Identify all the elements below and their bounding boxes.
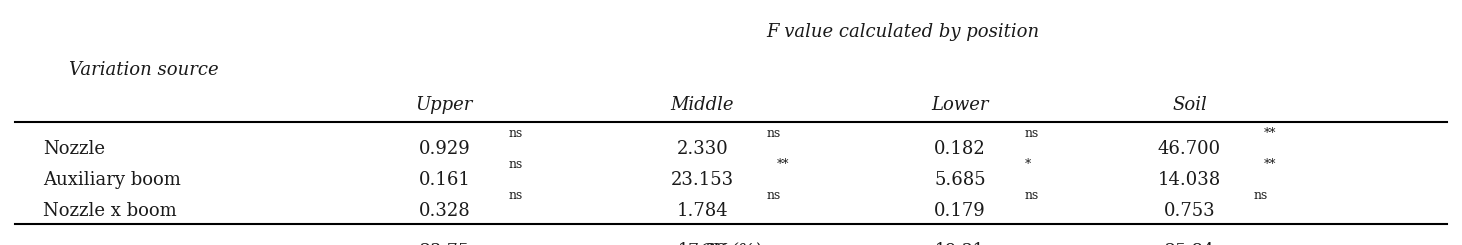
Text: F value calculated by position: F value calculated by position: [766, 23, 1039, 41]
Text: ns: ns: [1025, 189, 1039, 202]
Text: ns: ns: [509, 127, 523, 140]
Text: **: **: [776, 158, 789, 171]
Text: Upper: Upper: [415, 96, 474, 114]
Text: Auxiliary boom: Auxiliary boom: [44, 171, 181, 189]
Text: 0.161: 0.161: [418, 171, 471, 189]
Text: ns: ns: [1254, 189, 1268, 202]
Text: 46.700: 46.700: [1158, 140, 1221, 158]
Text: ns: ns: [509, 158, 523, 171]
Text: ns: ns: [509, 189, 523, 202]
Text: CV (%): CV (%): [700, 242, 762, 245]
Text: Variation source: Variation source: [69, 61, 218, 79]
Text: 23.75: 23.75: [420, 242, 469, 245]
Text: *: *: [1025, 158, 1031, 171]
Text: 5.685: 5.685: [934, 171, 985, 189]
Text: 25.84: 25.84: [1165, 242, 1215, 245]
Text: 2.330: 2.330: [677, 140, 728, 158]
Text: Middle: Middle: [671, 96, 734, 114]
Text: **: **: [1265, 158, 1276, 171]
Text: 0.182: 0.182: [934, 140, 985, 158]
Text: 0.179: 0.179: [934, 202, 985, 220]
Text: 0.753: 0.753: [1164, 202, 1215, 220]
Text: 17.60: 17.60: [677, 242, 727, 245]
Text: Nozzle: Nozzle: [44, 140, 105, 158]
Text: 14.038: 14.038: [1158, 171, 1221, 189]
Text: **: **: [1265, 127, 1276, 140]
Text: Nozzle x boom: Nozzle x boom: [44, 202, 177, 220]
Text: 0.929: 0.929: [418, 140, 471, 158]
Text: 19.31: 19.31: [936, 242, 985, 245]
Text: ns: ns: [1025, 127, 1039, 140]
Text: ns: ns: [768, 189, 781, 202]
Text: Soil: Soil: [1173, 96, 1206, 114]
Text: 23.153: 23.153: [671, 171, 734, 189]
Text: 0.328: 0.328: [418, 202, 471, 220]
Text: Lower: Lower: [931, 96, 988, 114]
Text: ns: ns: [768, 127, 781, 140]
Text: 1.784: 1.784: [677, 202, 728, 220]
